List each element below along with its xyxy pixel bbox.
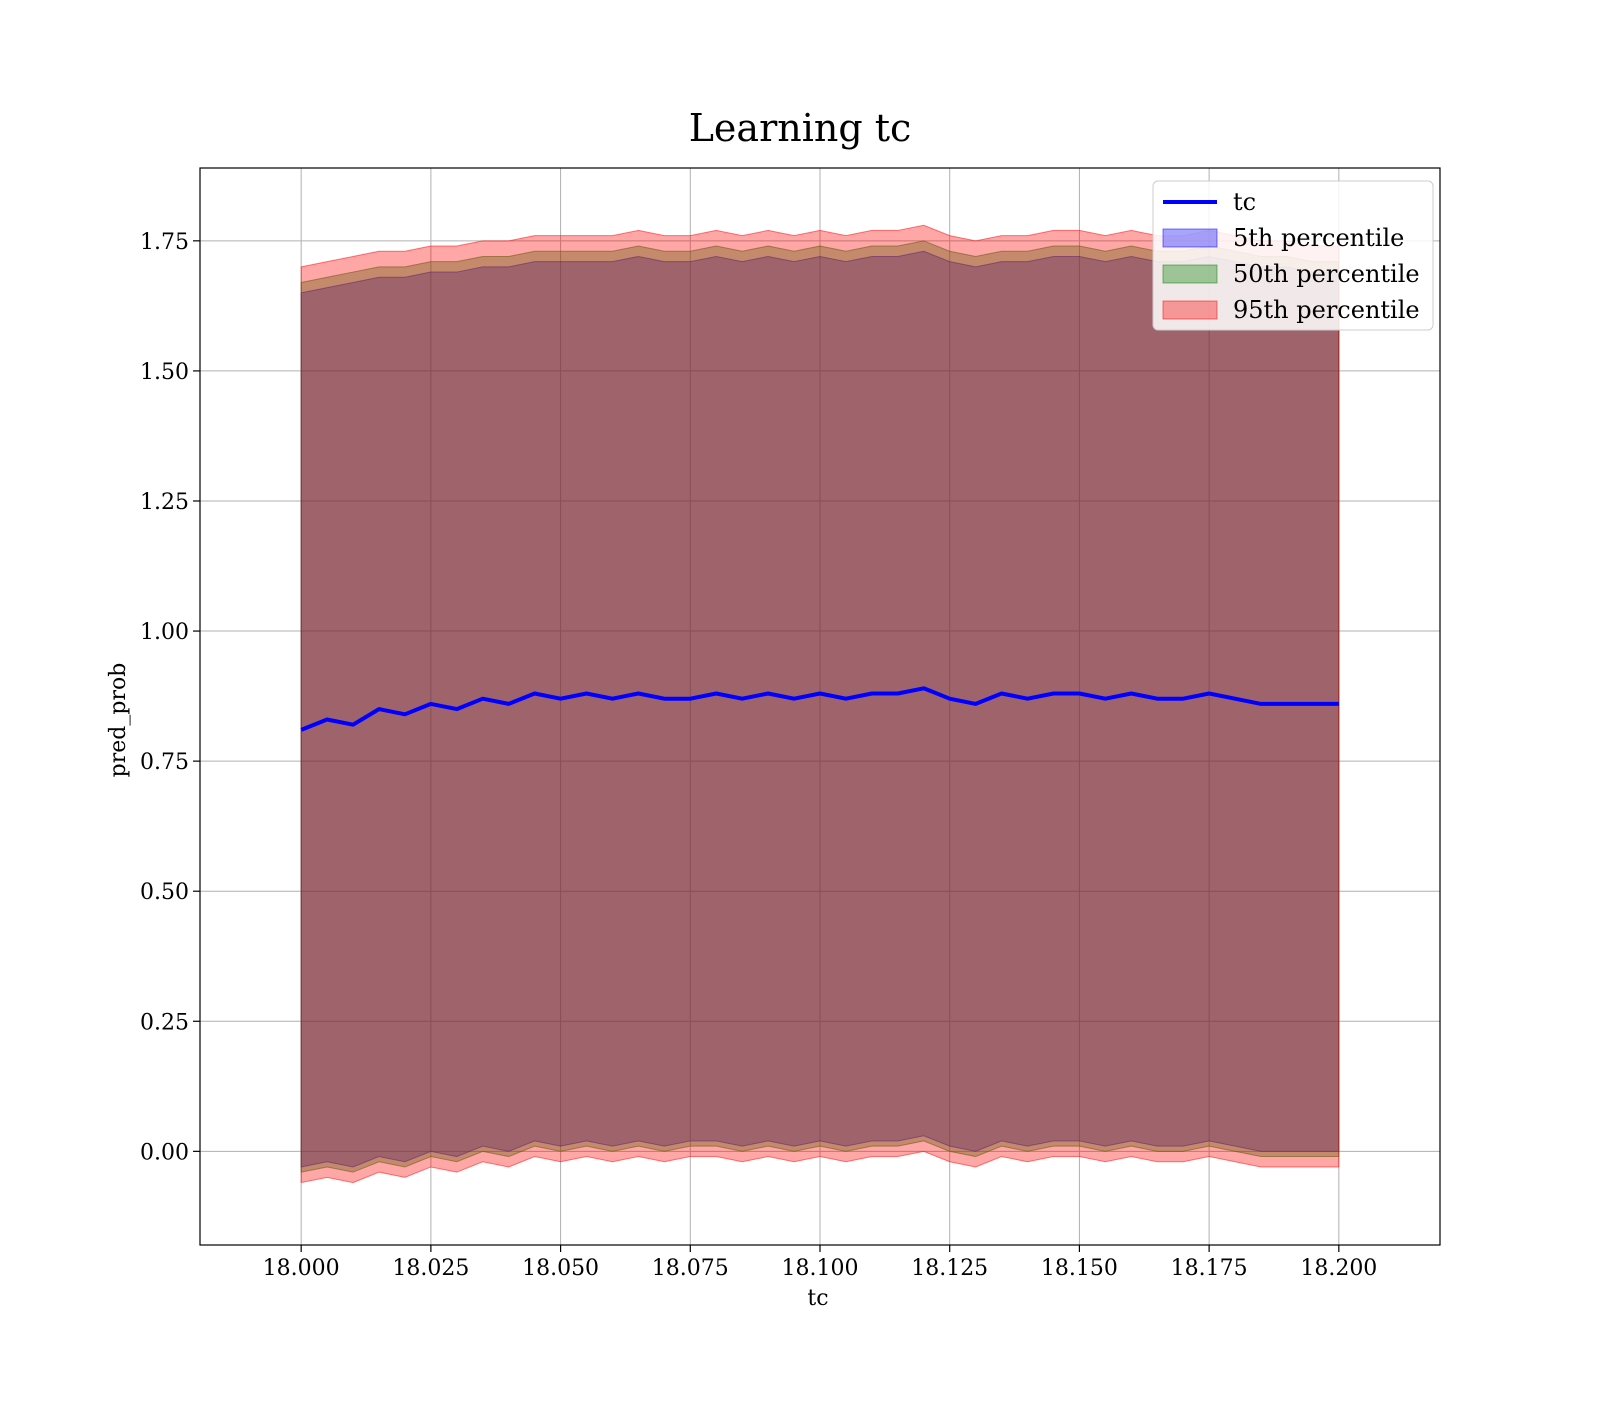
x-tick-label: 18.150 bbox=[1041, 1256, 1118, 1281]
y-tick-label: 0.50 bbox=[140, 880, 189, 905]
legend: tc 5th percentile 50th percentile 95th perc… bbox=[1152, 180, 1434, 331]
legend-box bbox=[1152, 180, 1434, 331]
y-tick-label: 1.50 bbox=[140, 360, 189, 385]
band-layer bbox=[300, 224, 1340, 1184]
y-axis-label: pred_prob bbox=[106, 663, 131, 778]
chart-title: Learning tc bbox=[689, 106, 912, 150]
legend-swatch-patch bbox=[1162, 264, 1218, 284]
legend-label: 50th percentile bbox=[1233, 260, 1420, 288]
x-tick-label: 18.075 bbox=[652, 1256, 729, 1281]
y-tick-label: 1.75 bbox=[140, 230, 189, 255]
legend-label: 5th percentile bbox=[1233, 224, 1404, 252]
y-tick-label: 1.25 bbox=[140, 490, 189, 515]
y-tick-label: 1.00 bbox=[140, 620, 189, 645]
y-tick-label: 0.75 bbox=[140, 750, 189, 775]
x-tick-label: 18.000 bbox=[263, 1256, 340, 1281]
legend-swatch-patch bbox=[1162, 228, 1218, 248]
x-tick-label: 18.175 bbox=[1171, 1256, 1248, 1281]
line-layer bbox=[300, 686, 1339, 732]
y-tick-label: 0.00 bbox=[140, 1140, 189, 1165]
tick-layer: 18.000 18.025 18.050 18.075 18.100 18.125 18.1… bbox=[140, 230, 1377, 1281]
x-tick-label: 18.100 bbox=[782, 1256, 859, 1281]
legend-swatch-patch bbox=[1162, 300, 1218, 320]
legend-label: tc bbox=[1233, 188, 1256, 216]
x-tick-label: 18.050 bbox=[522, 1256, 599, 1281]
legend-label: 95th percentile bbox=[1233, 296, 1420, 324]
y-tick-label: 0.25 bbox=[140, 1010, 189, 1035]
x-tick-label: 18.025 bbox=[392, 1256, 469, 1281]
series-line-tc bbox=[300, 686, 1339, 732]
x-axis-label: tc bbox=[807, 1286, 828, 1311]
x-tick-label: 18.125 bbox=[911, 1256, 988, 1281]
band-95th-percentile bbox=[300, 224, 1340, 1184]
x-tick-label: 18.200 bbox=[1300, 1256, 1377, 1281]
